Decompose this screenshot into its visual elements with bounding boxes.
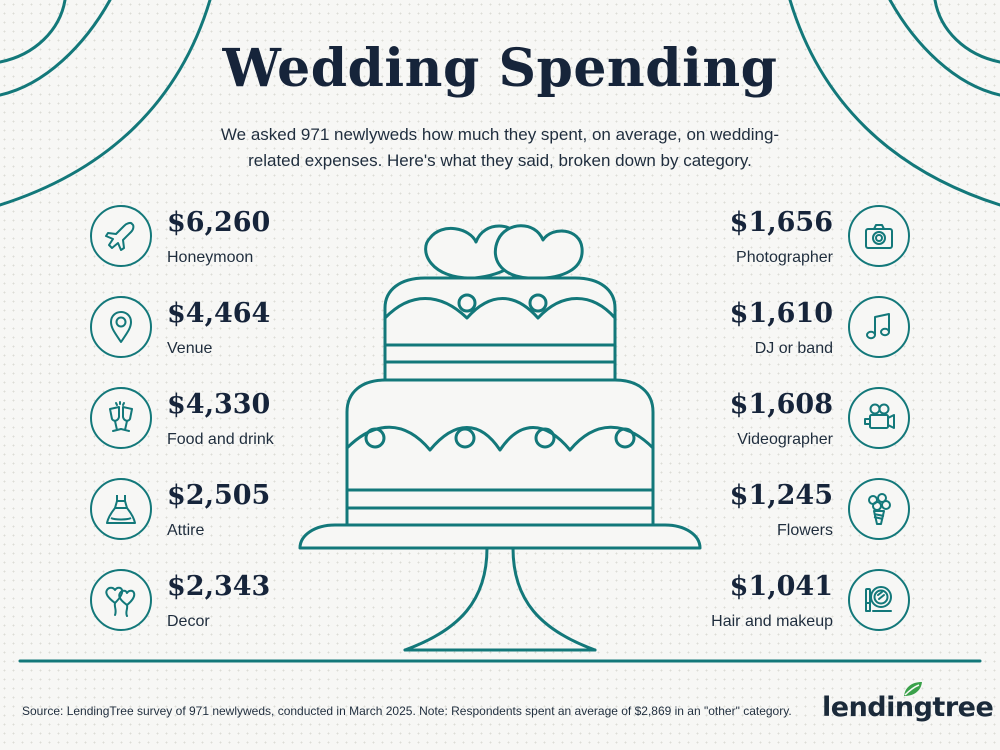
bouquet-icon [848,478,910,540]
amount-attire: $2,505 [167,480,271,511]
label-attire: Attire [167,522,205,539]
amount-honeymoon: $6,260 [167,207,271,238]
label-photographer: Photographer [736,249,833,266]
category-dj-or-band: $1,610 DJ or band [650,296,910,364]
amount-videographer: $1,608 [729,389,833,420]
champagne-toast-icon [90,387,152,449]
music-note-icon [848,296,910,358]
amount-decor: $2,343 [167,571,271,602]
brand-name: lendingtree [822,692,994,723]
category-flowers: $1,245 Flowers [650,478,910,546]
amount-hair-and-makeup: $1,041 [729,571,833,602]
category-food-and-drink: $4,330 Food and drink [90,387,350,455]
amount-food-and-drink: $4,330 [167,389,271,420]
amount-dj-or-band: $1,610 [729,298,833,329]
source-note: Source: LendingTree survey of 971 newlyw… [22,704,792,718]
category-decor: $2,343 Decor [90,569,350,637]
category-venue: $4,464 Venue [90,296,350,364]
amount-photographer: $1,656 [729,207,833,238]
page-subtitle: We asked 971 newlyweds how much they spe… [220,125,780,170]
label-hair-and-makeup: Hair and makeup [711,613,833,630]
label-honeymoon: Honeymoon [167,249,254,266]
label-decor: Decor [167,613,210,630]
airplane-icon [90,205,152,267]
video-camera-icon [848,387,910,449]
heart-balloons-icon [90,569,152,631]
page-title: Wedding Spending [222,38,778,99]
category-hair-and-makeup: $1,041 Hair and makeup [650,569,910,637]
leaf-icon [904,682,922,696]
camera-icon [848,205,910,267]
amount-venue: $4,464 [167,298,271,329]
wedding-dress-icon [90,478,152,540]
makeup-mirror-icon [848,569,910,631]
label-venue: Venue [167,340,213,357]
cake-illustration [298,224,702,652]
label-videographer: Videographer [737,431,833,448]
category-honeymoon: $6,260 Honeymoon [90,205,350,273]
amount-flowers: $1,245 [729,480,833,511]
label-flowers: Flowers [776,522,833,539]
category-photographer: $1,656 Photographer [650,205,910,273]
label-food-and-drink: Food and drink [167,431,274,448]
label-dj-or-band: DJ or band [754,340,833,357]
category-attire: $2,505 Attire [90,478,350,546]
category-videographer: $1,608 Videographer [650,387,910,455]
map-pin-icon [90,296,152,358]
